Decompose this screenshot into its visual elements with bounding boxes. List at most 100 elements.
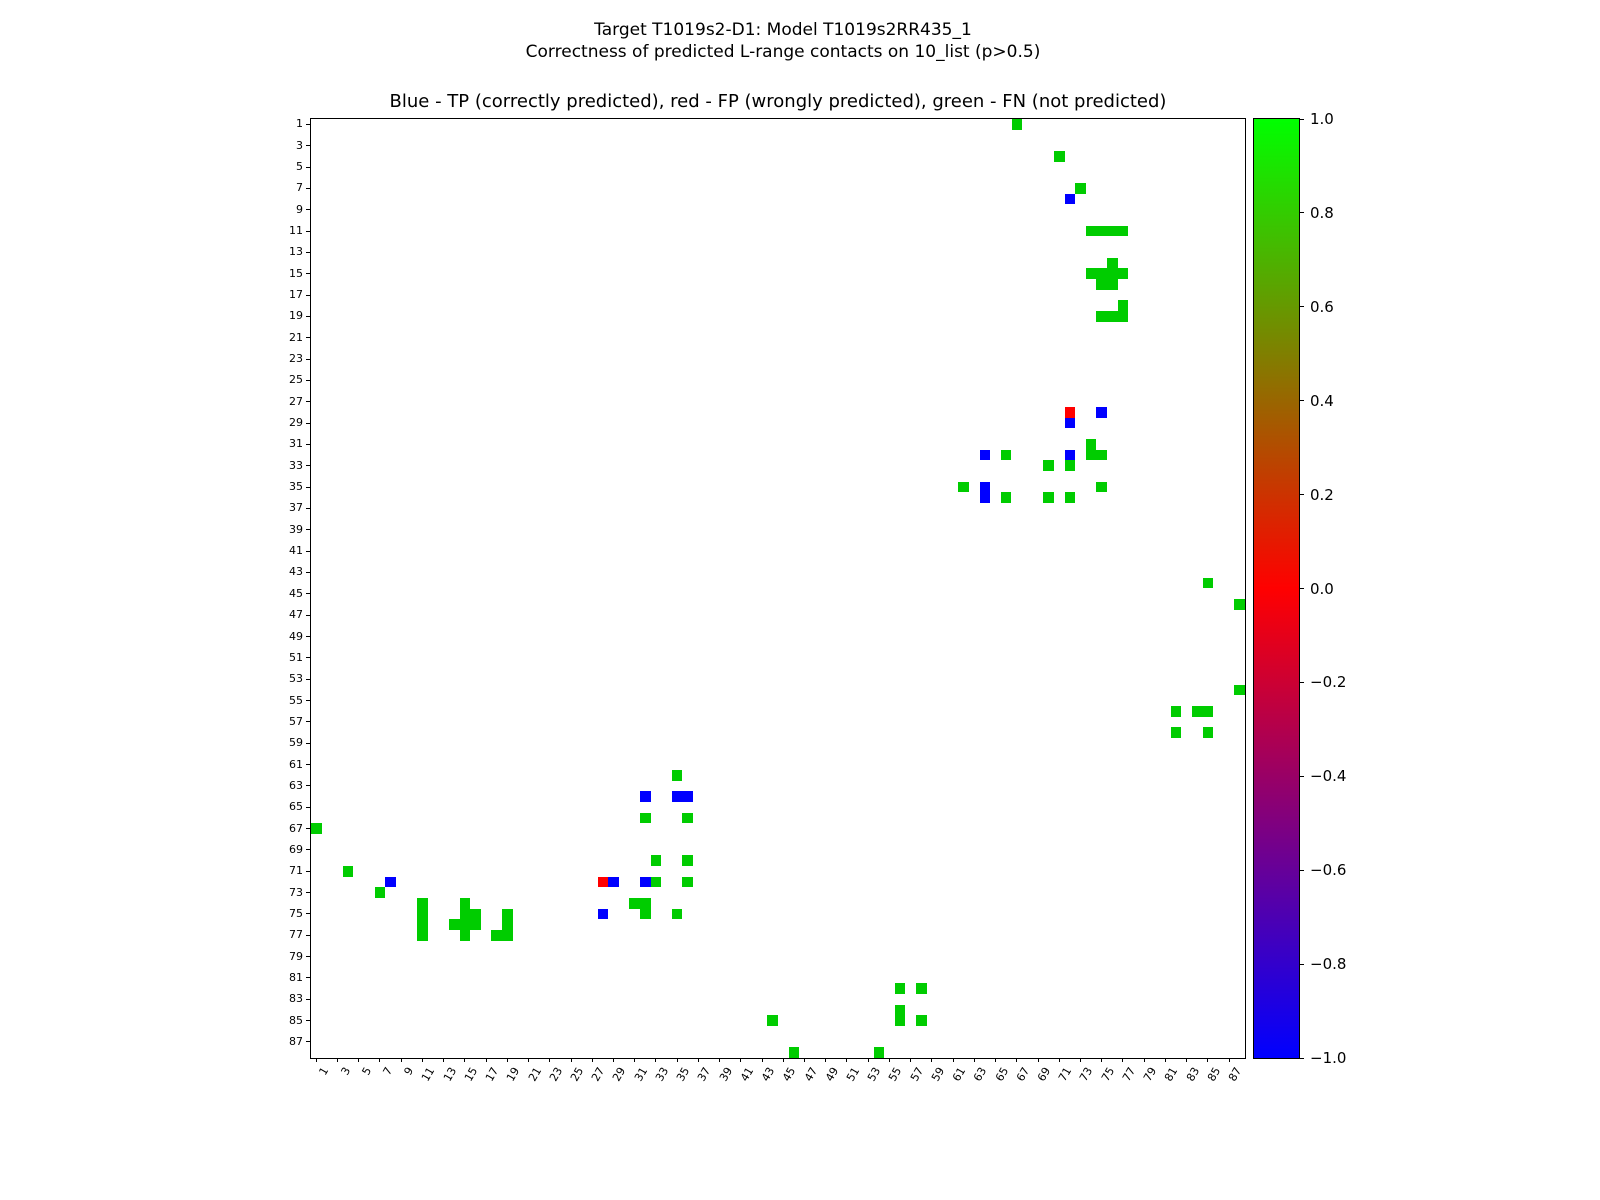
contact-cell-fn [1085, 225, 1097, 237]
x-tick [1143, 1058, 1145, 1062]
x-tick [379, 1058, 381, 1062]
y-tick-label: 73 [289, 885, 303, 899]
y-tick-label: 49 [289, 629, 303, 643]
colorbar-tick [1299, 118, 1304, 120]
contact-cell-tp [608, 876, 619, 888]
contact-cell-fn [915, 983, 927, 994]
y-tick [306, 892, 310, 894]
contact-cell-fn [1107, 257, 1118, 269]
x-tick [1186, 1058, 1188, 1062]
contact-cell-fn [459, 897, 471, 909]
y-tick-label: 37 [289, 501, 303, 515]
y-tick-label: 5 [296, 160, 303, 174]
y-tick [306, 721, 310, 723]
contact-cell-fn [1107, 268, 1118, 280]
contact-cell-tp [671, 791, 683, 802]
contact-cell-fn [470, 908, 481, 920]
y-tick-label: 47 [289, 608, 303, 622]
y-tick [306, 956, 310, 958]
contact-cell-fn [650, 855, 662, 866]
x-tick [719, 1058, 721, 1062]
y-tick-label: 9 [296, 202, 303, 216]
y-tick-label: 11 [289, 224, 303, 238]
x-tick [846, 1058, 848, 1062]
y-tick [306, 486, 310, 488]
x-tick [358, 1058, 360, 1062]
contact-cell-fn [459, 919, 471, 930]
contact-cell-fn [1000, 449, 1012, 461]
contact-cell-fn [502, 908, 513, 920]
y-tick-label: 7 [296, 181, 303, 195]
x-tick [740, 1058, 742, 1062]
x-tick [1228, 1058, 1230, 1062]
colorbar-tick [1299, 869, 1304, 871]
contact-cell-fn [873, 1047, 885, 1058]
x-tick [888, 1058, 890, 1062]
x-tick [1058, 1058, 1060, 1062]
x-tick [973, 1058, 975, 1062]
contact-cell-fn [448, 919, 460, 930]
colorbar-tick [1299, 400, 1304, 402]
y-tick-label: 33 [289, 458, 303, 472]
contact-cell-fn [1117, 268, 1129, 280]
x-tick [464, 1058, 466, 1062]
y-tick [306, 934, 310, 936]
x-tick [1122, 1058, 1124, 1062]
x-tick [825, 1058, 827, 1062]
contact-cell-fn [788, 1047, 800, 1058]
y-tick [306, 230, 310, 232]
colorbar-tick [1299, 775, 1304, 777]
y-tick [306, 998, 310, 1000]
colorbar-tick [1299, 494, 1304, 496]
y-tick [306, 1041, 310, 1043]
contact-cell-fn [311, 823, 322, 834]
y-tick-label: 17 [289, 288, 303, 302]
contact-cell-fn [640, 908, 651, 920]
contact-cell-fn [1202, 727, 1214, 738]
y-tick [306, 913, 310, 915]
colorbar-tick-label: −0.4 [1310, 767, 1347, 786]
colorbar-tick-label: −0.6 [1310, 861, 1347, 880]
y-tick [306, 529, 310, 531]
contact-cell-fn [1202, 577, 1214, 589]
colorbar-tick [1299, 306, 1304, 308]
y-tick [306, 294, 310, 296]
y-tick-label: 81 [289, 970, 303, 984]
colorbar-tick-label: −0.2 [1310, 673, 1347, 692]
colorbar-tick [1299, 212, 1304, 214]
y-tick-label: 77 [289, 928, 303, 942]
y-tick [306, 251, 310, 253]
contact-cell-fn [459, 908, 471, 920]
y-tick-label: 21 [289, 330, 303, 344]
contact-cell-fn [640, 897, 651, 909]
contact-cell-fn [767, 1015, 778, 1026]
y-tick [306, 806, 310, 808]
figure-title-line2: Correctness of predicted L-range contact… [525, 42, 1041, 62]
contact-cell-fn [894, 1004, 906, 1016]
contact-cell-tp [1096, 407, 1108, 418]
contact-cell-tp [979, 492, 991, 504]
x-tick [1037, 1058, 1039, 1062]
x-tick [400, 1058, 402, 1062]
y-tick-label: 51 [289, 650, 303, 664]
contact-cell-fn [1107, 311, 1118, 322]
y-tick [306, 315, 310, 317]
x-tick [931, 1058, 933, 1062]
contact-cell-fn [894, 1015, 906, 1026]
colorbar-tick [1299, 681, 1304, 683]
contact-cell-fn [671, 908, 683, 920]
x-tick [867, 1058, 869, 1062]
colorbar-tick [1299, 588, 1304, 589]
x-tick [1016, 1058, 1018, 1062]
y-tick [306, 700, 310, 702]
colorbar-tick [1299, 963, 1304, 965]
y-tick-label: 59 [289, 736, 303, 750]
x-tick [315, 1058, 317, 1062]
contact-cell-fn [1053, 151, 1065, 162]
contact-cell-fn [1170, 727, 1182, 738]
y-tick [306, 550, 310, 552]
contact-cell-fp [597, 876, 609, 888]
y-tick-label: 3 [296, 138, 303, 152]
x-tick [549, 1058, 551, 1062]
